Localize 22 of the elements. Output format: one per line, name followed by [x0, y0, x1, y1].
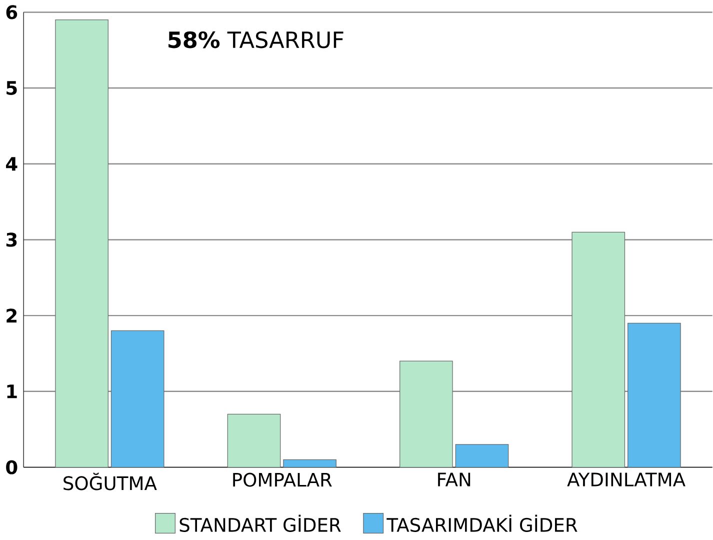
bar [227, 414, 281, 468]
x-tick-label: AYDINLATMA [567, 472, 686, 486]
y-tick-label: 1 [7, 384, 17, 398]
bar [283, 459, 336, 468]
y-tick-label: 4 [6, 156, 18, 171]
bar [55, 19, 108, 468]
y-tick-label: 5 [6, 81, 17, 95]
legend-label: TASARIMDAKİ GİDER [386, 514, 578, 532]
bar [628, 322, 681, 468]
x-tick-label: SOĞUTMA [64, 472, 157, 490]
bar [572, 232, 626, 468]
bar [400, 360, 453, 468]
x-tick-label: FAN [438, 472, 470, 486]
y-tick-label: 0 [6, 460, 18, 474]
x-tick-label: POMPALAR [233, 472, 332, 487]
bar [110, 330, 164, 468]
y-tick-label: 2 [6, 308, 16, 322]
annotation: 58% TASARRUF [168, 31, 344, 48]
bar [455, 444, 509, 468]
y-tick-label: 3 [6, 232, 17, 247]
y-tick-label: 6 [6, 5, 18, 20]
legend-label: STANDART GİDER [180, 514, 341, 532]
